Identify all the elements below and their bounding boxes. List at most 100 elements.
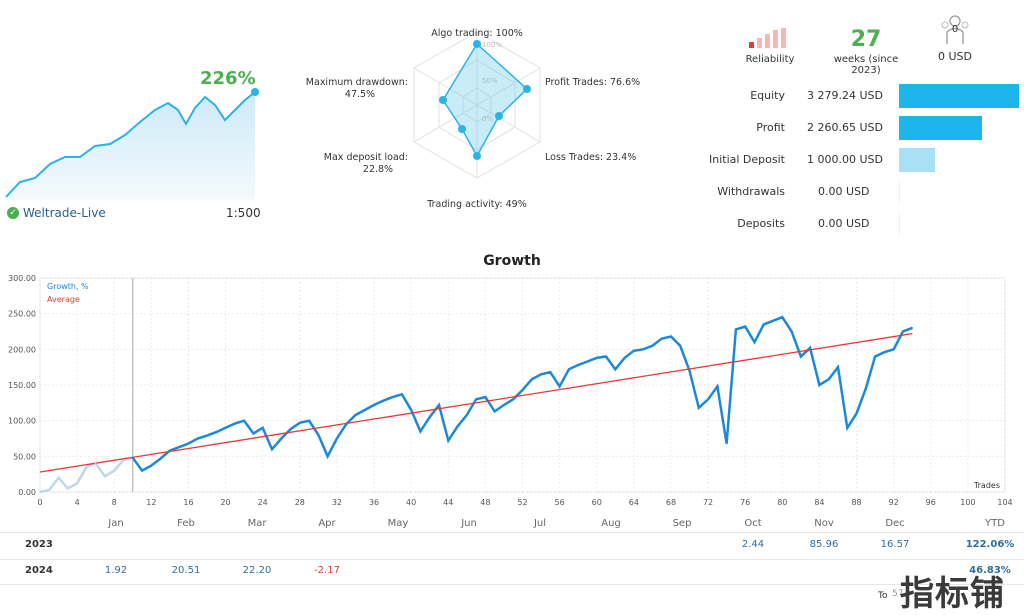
growth-point (837, 366, 839, 368)
growth-point (308, 419, 310, 422)
growth-point (299, 422, 301, 424)
radar-point-trading-activity (473, 152, 481, 160)
growth-point (39, 491, 41, 493)
month-sep: Sep (672, 518, 692, 529)
growth-point (855, 412, 858, 415)
cell-2023-ytd: 122.06% (965, 539, 1015, 550)
growth-point (336, 437, 338, 440)
growth-point (874, 355, 876, 358)
x-tick-label: 104 (997, 498, 1012, 507)
growth-point (753, 341, 756, 343)
growth-point (196, 437, 199, 440)
stat-value: 2 260.65 USD (807, 121, 883, 134)
x-tick-label: 88 (851, 498, 861, 507)
growth-point (707, 398, 709, 401)
growth-point (85, 466, 88, 468)
growth-point (716, 385, 719, 388)
radar-label-max-deposit-load: Max deposit load: (324, 152, 408, 163)
stats-row-initial-deposit: Initial Deposit 1 000.00 USD (675, 146, 1024, 174)
reliability-indicator[interactable]: Reliability (740, 26, 800, 66)
growth-chart-x-ticks: 0 4 8 12 16 20 24 28 32 36 40 44 48 52 56 60 64 68 72 76 80 8… (37, 498, 1012, 507)
cell-2024-apr: -2.17 (314, 565, 340, 576)
y-tick-label: 0.00 (18, 488, 36, 497)
radar-ring-label-0: 0% (482, 115, 493, 123)
stat-value: 3 279.24 USD (807, 89, 883, 102)
growth-point (122, 459, 125, 461)
table-footer-to: To (878, 591, 888, 601)
growth-point (234, 422, 236, 425)
growth-point (150, 464, 153, 467)
growth-point (865, 387, 867, 390)
month-feb: Feb (177, 518, 195, 529)
stat-label: Initial Deposit (709, 153, 785, 166)
growth-point (373, 404, 375, 406)
growth-point (892, 348, 895, 351)
x-tick-label: 52 (517, 498, 527, 507)
growth-point (363, 409, 366, 411)
growth-point (187, 442, 190, 445)
radar-label-max-drawdown: Maximum drawdown: (306, 77, 408, 88)
growth-point (280, 437, 283, 440)
legend-growth: Growth, % (47, 282, 89, 291)
stats-row-withdrawals: Withdrawals 0.00 USD (675, 178, 1024, 206)
growth-point (670, 335, 672, 338)
cell-2023-dec: 16.57 (880, 539, 910, 550)
growth-point (493, 410, 496, 413)
x-tick-label: 76 (740, 498, 750, 507)
growth-point (902, 330, 904, 333)
growth-point (911, 327, 914, 329)
growth-point (224, 427, 227, 429)
growth-point (660, 337, 663, 340)
subscribers-indicator[interactable]: 0 0 USD (930, 14, 980, 63)
growth-point (271, 448, 273, 450)
x-tick-label: 84 (814, 498, 824, 507)
x-tick-label: 0 (37, 498, 42, 507)
growth-point (558, 385, 561, 388)
growth-point (540, 373, 542, 376)
row-year: 2024 (25, 565, 53, 576)
growth-point (428, 416, 431, 418)
growth-point (475, 398, 477, 401)
stats-row-profit: Profit 2 260.65 USD (675, 114, 1024, 142)
average-line (39, 332, 913, 473)
y-tick-label: 250.00 (8, 310, 36, 319)
growth-point (159, 457, 162, 460)
subscribers-icon: 0 (939, 14, 971, 46)
mini-growth-end-dot (251, 88, 259, 96)
radar-panel: 100% 50% 0% Algo trading: 100% Profit Tr… (300, 22, 660, 217)
radar-point-algo (473, 40, 481, 48)
x-tick-label: 36 (369, 498, 379, 507)
growth-point (800, 355, 802, 358)
growth-point (651, 344, 654, 347)
cell-2024-feb: 20.51 (171, 565, 201, 576)
x-tick-label: 28 (295, 498, 305, 507)
radar-label-algo: Algo trading: 100% (431, 28, 523, 39)
table-divider (0, 584, 1024, 585)
growth-point (57, 476, 60, 479)
account-server[interactable]: ✓ Weltrade-Live (7, 206, 106, 220)
growth-point (94, 462, 97, 465)
radar-point-profit-trades (523, 85, 531, 93)
weeks-label: weeks (since 2023) (833, 54, 899, 76)
stat-label: Withdrawals (717, 185, 785, 198)
growth-point (781, 316, 784, 319)
month-nov: Nov (814, 518, 834, 529)
y-tick-label: 100.00 (8, 417, 36, 426)
x-tick-label: 44 (443, 498, 453, 507)
x-tick-label: 12 (146, 498, 156, 507)
radar-label-profit-trades: Profit Trades: 76.6% (545, 77, 640, 88)
growth-point (623, 357, 626, 359)
growth-point (530, 378, 533, 381)
growth-demo-line (39, 456, 134, 494)
table-divider (0, 532, 1024, 533)
reliability-bars-icon (749, 28, 786, 48)
radar-chart: 100% 50% 0% Algo trading: 100% Profit Tr… (306, 28, 640, 210)
growth-point (679, 344, 682, 347)
x-tick-label: 68 (666, 498, 676, 507)
stat-label: Profit (756, 121, 785, 134)
weeks-value: 27 (850, 27, 882, 52)
month-ytd: YTD (985, 518, 1005, 529)
growth-point (614, 368, 617, 371)
growth-point (577, 364, 579, 366)
verified-check-icon: ✓ (7, 207, 19, 219)
